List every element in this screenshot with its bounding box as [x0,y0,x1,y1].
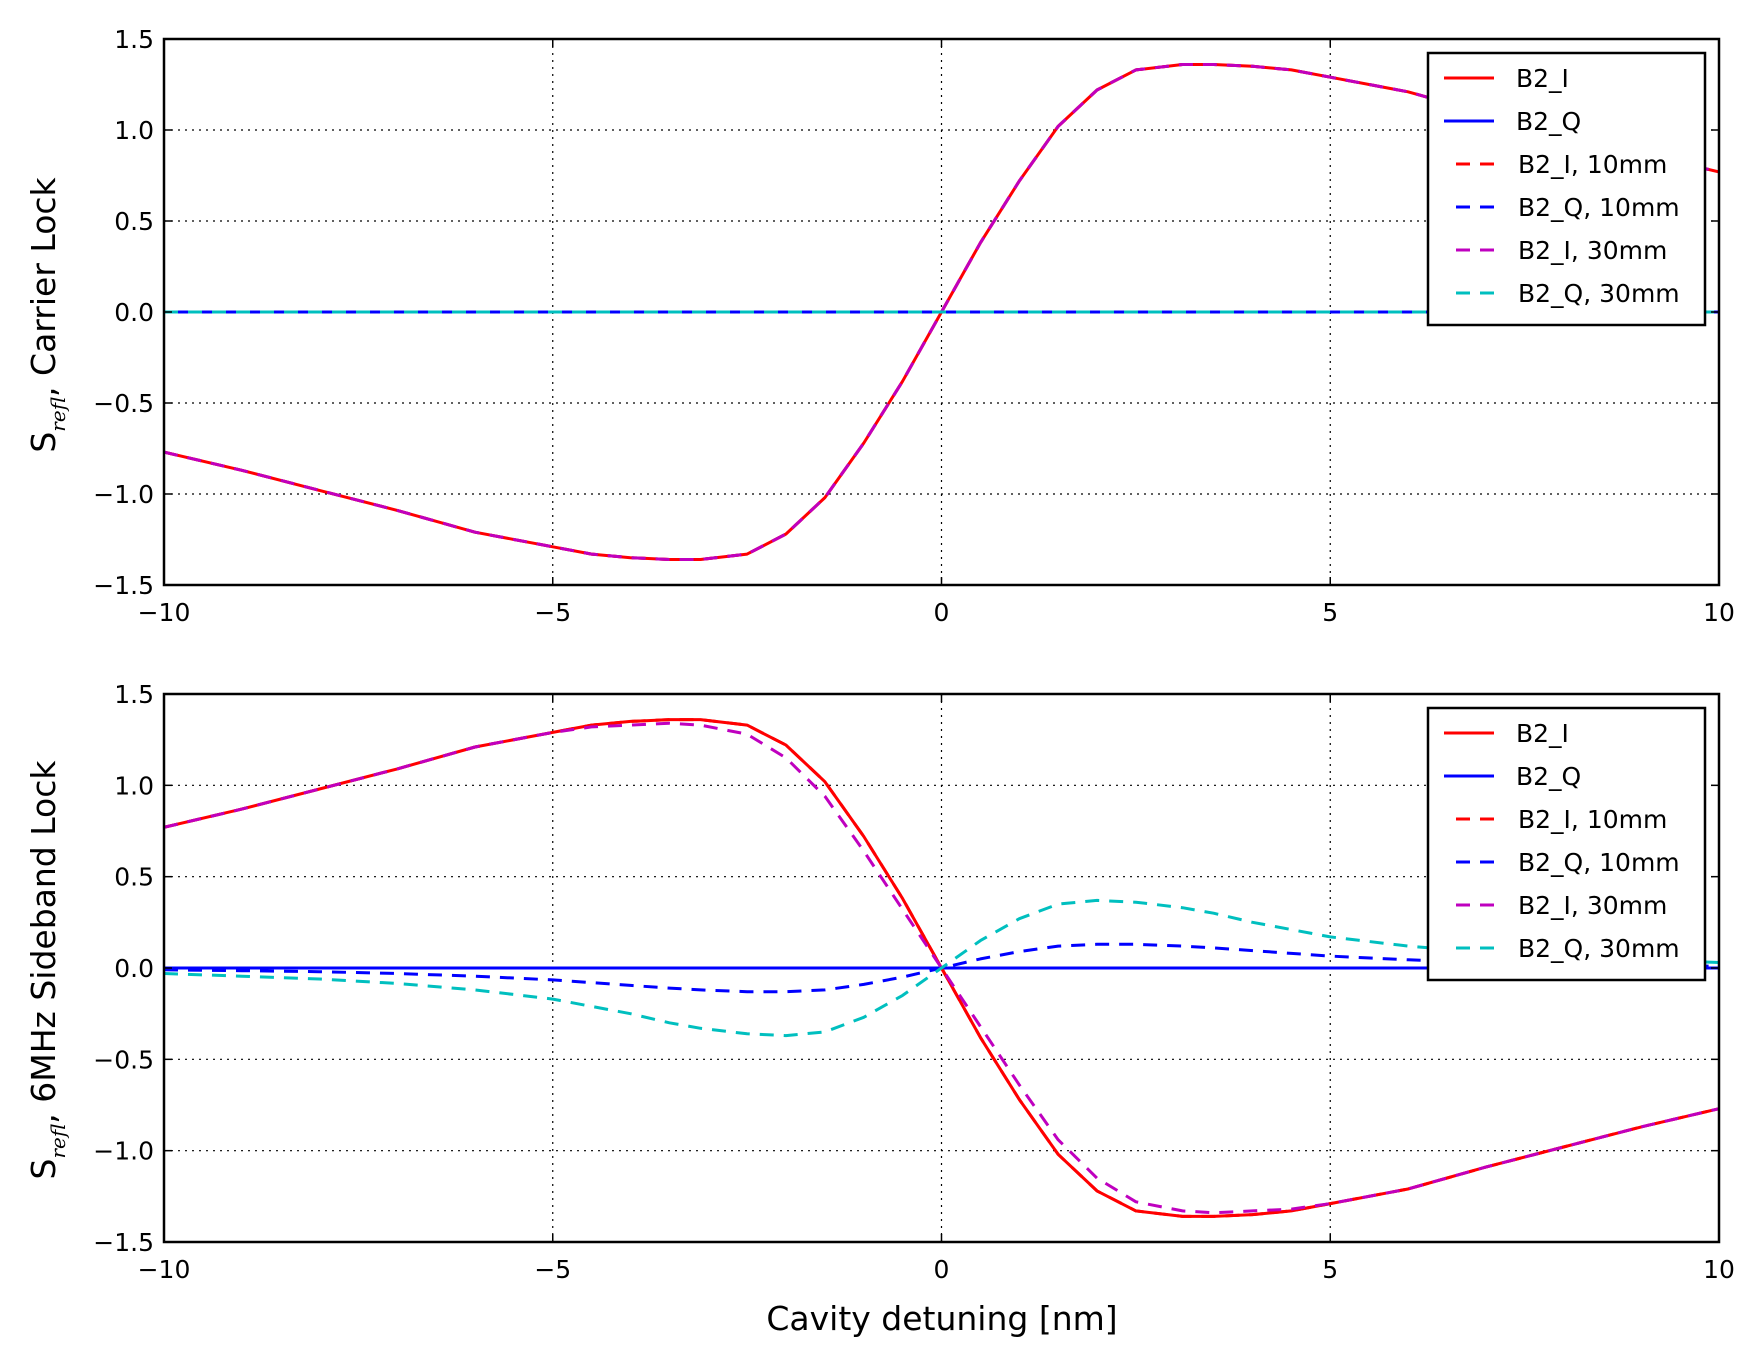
y-axis-label: Srefl, 6MHz Sideband Lock [24,760,70,1180]
y-tick-label: 0.0 [114,954,154,983]
legend-label: B2_Q, 10mm [1518,848,1680,877]
y-axis-label: Srefl, Carrier Lock [24,176,70,452]
y-tick-label: 0.0 [114,298,154,327]
y-tick-label: 1.0 [114,116,154,145]
x-tick-label: 0 [934,598,950,627]
legend-label: B2_Q, 30mm [1518,934,1680,963]
x-tick-label: 10 [1703,1255,1735,1284]
x-tick-label: 10 [1703,598,1735,627]
sideband-lock-panel: −10 −5 0 5 10 −1.5 −1.0 −0.5 0.0 0.5 1.0 1.5 Srefl, … [24,680,1735,1284]
series-line-b2-q-30mm [164,898,1719,1038]
legend-label: B2_I, 30mm [1518,891,1667,920]
carrier-lock-panel: −10 −5 0 5 10 −1.5 −1.0 −0.5 0.0 0.5 1.0 1.5 Srefl, … [24,25,1735,627]
x-tick-label: 0 [934,1255,950,1284]
legend-label: B2_Q [1516,762,1581,791]
legend: B2_I B2_Q B2_I, 10mm B2_Q, 10mm B2_I, 30mm B2… [1426,51,1707,327]
legend-label: B2_I, 30mm [1518,236,1667,265]
y-tick-label: −1.0 [93,480,154,509]
x-tick-label: −5 [534,598,571,627]
x-tick-label: −10 [138,1255,191,1284]
y-tick-label: 0.5 [114,207,154,236]
y-tick-label: −1.0 [93,1137,154,1166]
x-tick-label: −5 [534,1255,571,1284]
y-tick-label: −0.5 [93,389,154,418]
y-tick-label: 1.5 [114,680,154,709]
x-tick-label: 5 [1322,598,1338,627]
y-tick-label: −1.5 [93,571,154,600]
legend-box [1426,706,1707,982]
legend: B2_I B2_Q B2_I, 10mm B2_Q, 10mm B2_I, 30mm B2… [1426,706,1707,982]
x-axis-label: Cavity detuning [nm] [766,1299,1117,1338]
legend-label: B2_I [1516,64,1569,93]
x-tick-label: −10 [138,598,191,627]
legend-label: B2_Q, 30mm [1518,279,1680,308]
legend-label: B2_Q, 10mm [1518,193,1680,222]
legend-label: B2_I, 10mm [1518,805,1667,834]
x-tick-label: 5 [1322,1255,1338,1284]
y-tick-label: 1.5 [114,25,154,54]
legend-label: B2_Q [1516,107,1581,136]
y-tick-label: 0.5 [114,863,154,892]
legend-box [1426,51,1707,327]
y-tick-label: −1.5 [93,1228,154,1257]
y-tick-label: −0.5 [93,1045,154,1074]
legend-label: B2_I, 10mm [1518,150,1667,179]
y-tick-label: 1.0 [114,771,154,800]
legend-label: B2_I [1516,719,1569,748]
